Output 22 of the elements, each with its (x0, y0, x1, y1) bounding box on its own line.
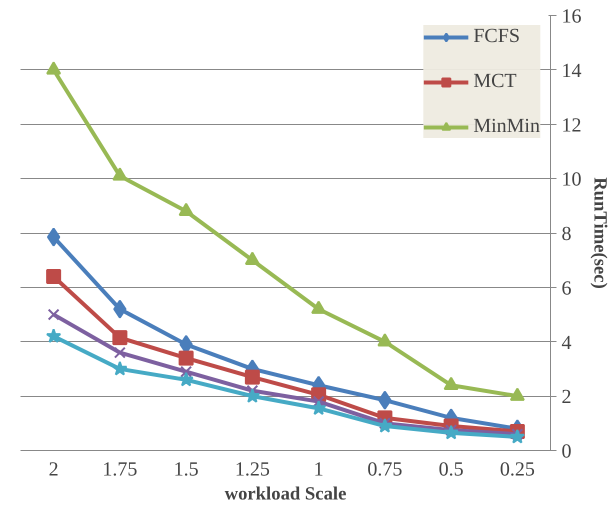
y-tick-label: 14 (562, 60, 582, 82)
y-tick-label: 6 (562, 277, 572, 300)
x-tick-label: 1.25 (234, 458, 270, 480)
x-tick-label: 2 (48, 458, 59, 480)
y-axis-title: RunTime(sec) (590, 177, 610, 289)
x-tick-label: 0.25 (500, 458, 535, 480)
y-tick-label: 2 (562, 386, 572, 408)
legend-label: MinMin (473, 115, 540, 138)
y-tick-label: 16 (562, 6, 582, 28)
legend-label: MCT (473, 70, 517, 93)
y-tick-label: 8 (562, 223, 572, 245)
x-tick-label: 1.5 (174, 458, 199, 480)
legend-label: FCFS (473, 25, 520, 48)
y-tick-label: 12 (562, 114, 582, 136)
y-tick-label: 0 (562, 440, 572, 462)
x-tick-label: 0.75 (367, 458, 402, 480)
x-tick-label: 0.5 (438, 458, 464, 480)
y-tick-label: 4 (562, 332, 572, 354)
x-axis-title: workload Scale (224, 484, 346, 504)
x-tick-label: 1 (314, 458, 324, 480)
x-tick-label: 1.75 (102, 458, 138, 480)
y-tick-label: 10 (562, 168, 582, 191)
